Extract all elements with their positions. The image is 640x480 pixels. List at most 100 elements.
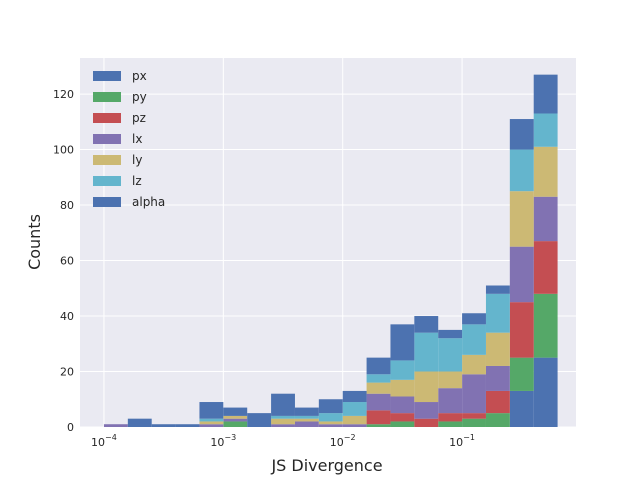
bar-lz	[342, 402, 367, 416]
bar-lz	[366, 374, 391, 383]
bar-pz	[509, 302, 534, 358]
bar-alpha	[533, 74, 558, 114]
bar-alpha	[127, 418, 152, 427]
legend-label: alpha	[132, 195, 165, 209]
bar-lx	[509, 246, 534, 303]
bar-pz	[533, 241, 558, 294]
series-px	[509, 357, 558, 427]
bar-ly	[390, 379, 415, 397]
bar-pz	[462, 413, 486, 419]
bar-lx	[199, 424, 224, 427]
series-alpha	[127, 74, 558, 427]
legend-swatch	[93, 92, 121, 102]
legend-swatch	[93, 197, 121, 207]
legend-item-lz: lz	[93, 174, 142, 188]
bar-lx	[438, 388, 463, 414]
legend: px py pz lx ly lz alpha	[93, 69, 165, 209]
x-axis-label: JS Divergence	[270, 456, 382, 475]
bar-py	[390, 421, 415, 427]
bar-alpha	[462, 313, 486, 325]
bar-pz	[485, 390, 510, 414]
legend-label: lz	[132, 174, 142, 188]
bar-ly	[271, 418, 295, 425]
bar-lz	[199, 418, 224, 422]
grid-lines	[80, 58, 576, 428]
legend-label: lx	[132, 132, 142, 146]
legend-item-pz: pz	[93, 111, 146, 125]
legend-label: pz	[132, 111, 146, 125]
bar-lx	[342, 424, 367, 427]
bar-ly	[199, 421, 224, 425]
bar-ly	[318, 421, 343, 425]
bar-ly	[485, 332, 510, 366]
bar-ly	[533, 146, 558, 197]
legend-swatch	[93, 176, 121, 186]
bar-lz	[485, 293, 510, 333]
bar-lx	[271, 424, 295, 427]
bar-lz	[509, 149, 534, 192]
series-pz	[366, 241, 558, 427]
y-tick-label: 100	[53, 144, 74, 157]
series-ly	[199, 146, 558, 425]
y-tick-label: 20	[60, 366, 74, 379]
bar-lz	[462, 324, 486, 355]
bar-alpha	[366, 357, 391, 375]
bar-py	[462, 418, 486, 427]
y-tick-label: 60	[60, 255, 74, 268]
y-tick-label: 120	[53, 88, 74, 101]
bar-lz	[390, 360, 415, 380]
bar-py	[223, 421, 248, 427]
legend-item-lx: lx	[93, 132, 142, 146]
bar-py	[438, 421, 463, 427]
bar-lz	[438, 338, 463, 372]
bar-ly	[366, 382, 391, 394]
bar-lz	[318, 413, 343, 422]
legend-item-alpha: alpha	[93, 195, 165, 209]
legend-item-px: px	[93, 69, 147, 83]
x-tick-label: 10−3	[210, 433, 236, 449]
bar-alpha	[151, 424, 176, 427]
bar-ly	[223, 415, 248, 419]
bar-pz	[366, 410, 391, 425]
bar-lx	[533, 196, 558, 242]
bar-lx	[390, 396, 415, 414]
series-lx	[103, 196, 558, 427]
bar-alpha	[414, 316, 439, 333]
x-tick-label: 10−4	[91, 433, 117, 449]
bar-ly	[438, 371, 463, 389]
legend-swatch	[93, 113, 121, 123]
bar-pz	[438, 413, 463, 422]
bar-px	[509, 390, 534, 427]
bar-px	[533, 357, 558, 427]
bar-lx	[294, 421, 319, 427]
y-tick-labels: 0 20 40 60 80 100 120	[53, 88, 74, 434]
legend-label: ly	[132, 153, 142, 167]
y-tick-label: 0	[67, 421, 74, 434]
bar-alpha	[247, 413, 272, 427]
y-axis-label: Counts	[25, 214, 44, 270]
legend-label: py	[132, 90, 147, 104]
series-py	[223, 293, 558, 427]
legend-swatch	[93, 155, 121, 165]
y-tick-label: 80	[60, 199, 74, 212]
legend-swatch	[93, 71, 121, 81]
bar-lx	[485, 365, 510, 391]
bar-alpha	[294, 407, 319, 416]
bar-ly	[342, 415, 367, 425]
bar-alpha	[438, 329, 463, 339]
bar-py	[509, 357, 534, 391]
x-tick-label: 10−1	[449, 433, 475, 449]
bars	[103, 74, 558, 427]
bar-ly	[509, 191, 534, 247]
bar-alpha	[271, 393, 295, 416]
bar-alpha	[318, 399, 343, 414]
bar-lx	[462, 374, 486, 414]
bar-py	[533, 293, 558, 358]
bar-ly	[414, 371, 439, 403]
bar-py	[366, 424, 391, 427]
bar-pz	[414, 418, 439, 427]
legend-item-py: py	[93, 90, 147, 104]
legend-swatch	[93, 134, 121, 144]
bar-alpha	[509, 119, 534, 150]
